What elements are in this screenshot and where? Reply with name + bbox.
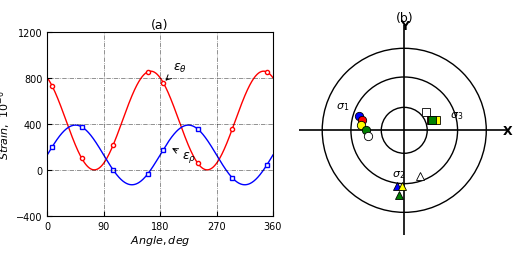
Title: (b): (b)	[395, 12, 413, 25]
Text: $\varepsilon_\theta$: $\varepsilon_\theta$	[166, 62, 186, 81]
Text: Y: Y	[400, 20, 409, 33]
X-axis label: $\it{Angle, deg}$: $\it{Angle, deg}$	[130, 233, 191, 247]
Title: (a): (a)	[151, 19, 169, 32]
Text: $\sigma_1$: $\sigma_1$	[336, 100, 349, 112]
Text: $\sigma_3$: $\sigma_3$	[450, 110, 464, 122]
Text: $\varepsilon_\rho$: $\varepsilon_\rho$	[173, 149, 196, 165]
Text: $\sigma_2$: $\sigma_2$	[392, 168, 405, 180]
Y-axis label: $\it{Strain,}\ 10^{-6}$: $\it{Strain,}\ 10^{-6}$	[0, 90, 13, 159]
Text: X: X	[503, 124, 512, 137]
